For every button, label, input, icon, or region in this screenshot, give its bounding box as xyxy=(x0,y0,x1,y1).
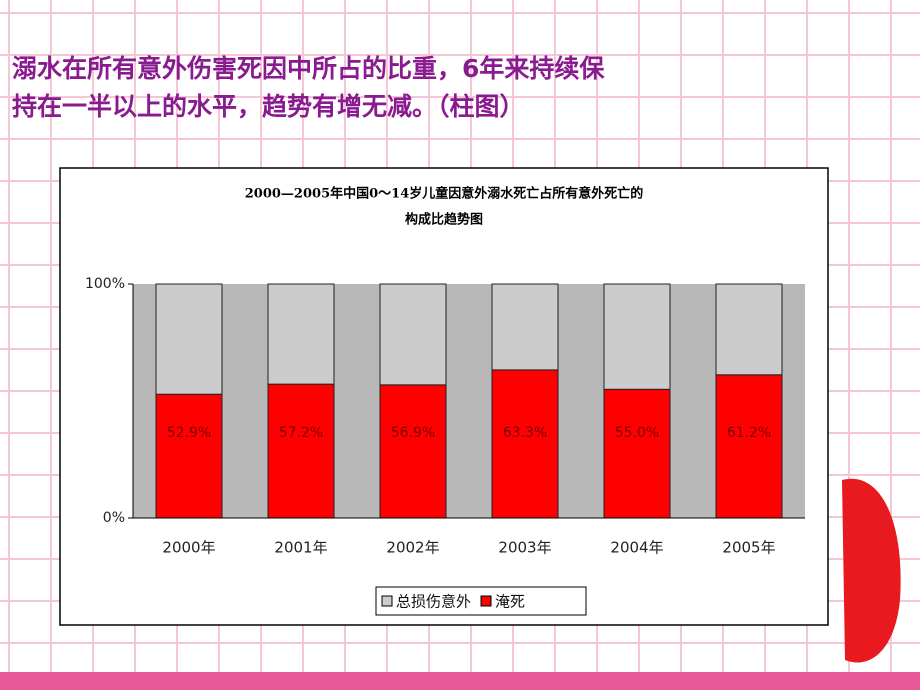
bar xyxy=(715,283,783,376)
bar xyxy=(603,283,671,390)
chart-title: 2000—2005年中国0～14岁儿童因意外溺水死亡占所有意外死亡的 xyxy=(245,186,644,202)
bar xyxy=(267,283,335,385)
bar xyxy=(491,369,559,519)
decoration xyxy=(842,478,901,663)
legend-swatch xyxy=(480,595,492,607)
y-tick-label: 0% xyxy=(103,510,125,526)
plot-area xyxy=(133,284,805,518)
bar xyxy=(379,384,447,519)
heading-line: 持在一半以上的水平，趋势有增无减。（柱图） xyxy=(12,92,525,121)
bar xyxy=(603,388,671,519)
x-tick-label: 2003年 xyxy=(498,539,551,557)
bar xyxy=(715,374,783,519)
bottom-bar xyxy=(0,672,920,690)
data-label: 56.9% xyxy=(391,425,435,441)
bar xyxy=(267,383,335,519)
bar xyxy=(379,283,447,386)
data-label: 63.3% xyxy=(503,425,547,441)
heading-line: 溺水在所有意外伤害死因中所占的比重，6年来持续保 xyxy=(12,54,605,83)
data-label: 52.9% xyxy=(167,425,211,441)
x-tick-label: 2001年 xyxy=(274,539,327,557)
legend-label: 总损伤意外 xyxy=(396,593,471,611)
x-tick-label: 2000年 xyxy=(162,539,215,557)
x-tick-label: 2005年 xyxy=(722,539,775,557)
bar xyxy=(491,283,559,371)
y-tick-label: 100% xyxy=(85,276,125,292)
legend-swatch xyxy=(381,595,393,607)
data-label: 55.0% xyxy=(615,425,659,441)
x-tick-label: 2002年 xyxy=(386,539,439,557)
data-label: 61.2% xyxy=(727,425,771,441)
chart-title: 构成比趋势图 xyxy=(405,212,483,228)
bar xyxy=(155,283,223,395)
x-tick-label: 2004年 xyxy=(610,539,663,557)
data-label: 57.2% xyxy=(279,425,323,441)
heading: 溺水在所有意外伤害死因中所占的比重，6年来持续保 持在一半以上的水平，趋势有增无… xyxy=(12,50,604,126)
legend-label: 淹死 xyxy=(495,593,525,611)
bar xyxy=(155,393,223,519)
